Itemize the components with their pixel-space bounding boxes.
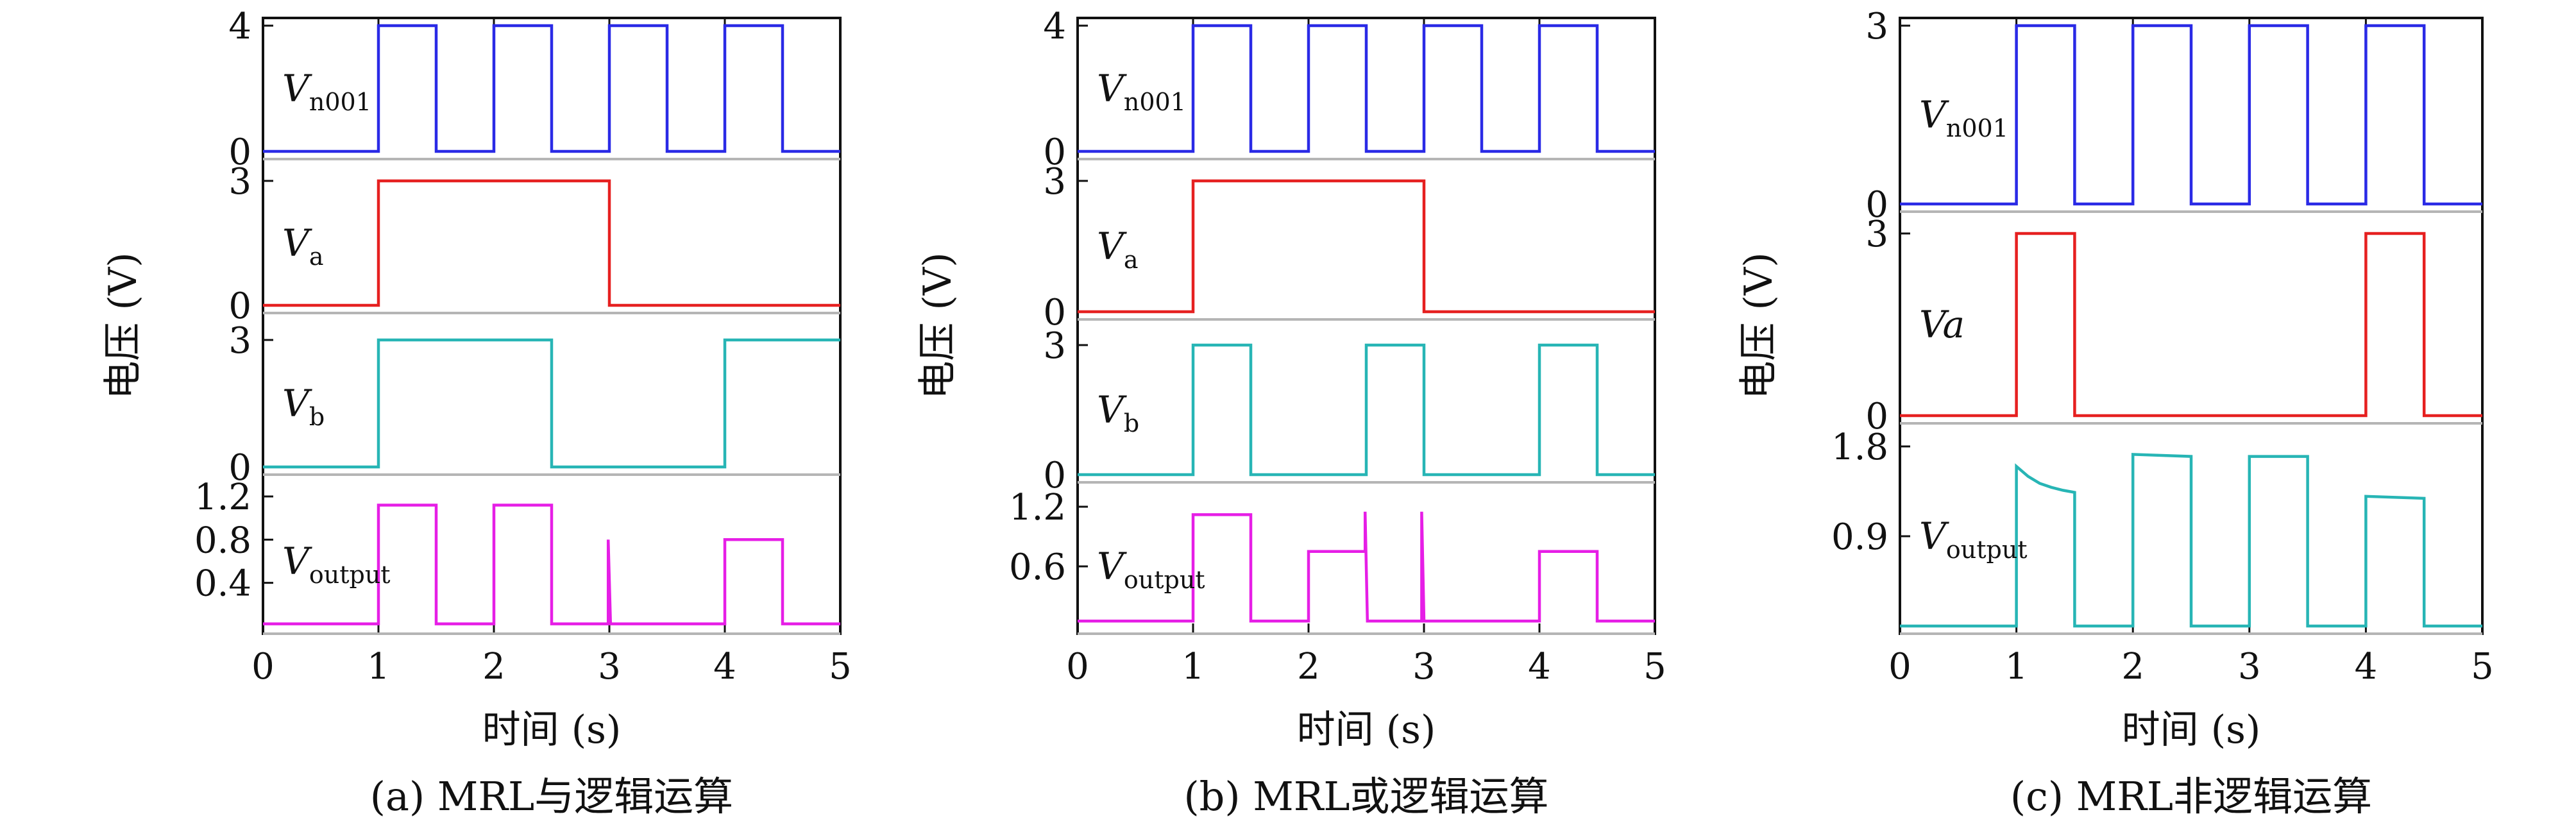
y-tick-label: 1.2	[1009, 487, 1066, 529]
y-tick-label: 3	[1865, 214, 1888, 255]
signal-label: Voutput	[1097, 545, 1205, 594]
y-axis-title: 电压 (V)	[915, 252, 960, 399]
signal-label: Vn001	[1097, 67, 1186, 116]
signal-label: Va	[282, 221, 324, 271]
y-tick-label: 0.8	[194, 520, 251, 561]
signal-label-subscript: b	[1124, 409, 1139, 437]
signal-label-subscript: output	[1946, 536, 2028, 564]
panel-caption: (b) MRL或逻辑运算	[1183, 773, 1548, 820]
x-tick-label: 4	[713, 646, 736, 688]
signal-trace	[1078, 179, 1655, 314]
y-tick-label: 3	[1043, 325, 1066, 367]
signal-label-subscript: a	[309, 242, 324, 271]
panel-caption: (c) MRL非逻辑运算	[2010, 773, 2372, 820]
y-tick-label: 3	[228, 161, 251, 203]
signal-trace	[263, 24, 840, 153]
signal-trace	[263, 179, 840, 307]
y-tick-label: 0	[1865, 184, 1888, 226]
signal-label-subscript: b	[309, 403, 325, 431]
y-tick-label: 0.4	[194, 563, 251, 605]
signal-label: Va	[1097, 224, 1139, 274]
signal-trace	[263, 338, 840, 469]
y-tick-label: 1.2	[194, 477, 251, 518]
x-tick-label: 1	[2005, 646, 2028, 688]
y-axis-title: 电压 (V)	[101, 252, 146, 399]
x-tick-label: 0	[1066, 646, 1089, 688]
signal-label-subscript: n001	[1124, 88, 1186, 116]
x-tick-label: 2	[482, 646, 505, 688]
signal-trace	[1078, 511, 1655, 623]
y-tick-label: 3	[1043, 161, 1066, 203]
x-tick-label: 3	[1412, 646, 1436, 688]
x-tick-label: 2	[1297, 646, 1320, 688]
x-tick-label: 3	[598, 646, 621, 688]
y-tick-label: 0	[228, 131, 251, 173]
panel-caption: (a) MRL与逻辑运算	[370, 773, 733, 820]
y-tick-label: 4	[1043, 6, 1066, 47]
y-tick-label: 0	[1865, 396, 1888, 437]
x-tick-label: 1	[1182, 646, 1205, 688]
signal-trace	[263, 504, 840, 625]
signal-label: Vn001	[1919, 93, 2008, 142]
y-tick-label: 3	[228, 320, 251, 362]
x-axis-title: 时间 (s)	[2122, 707, 2261, 752]
signal-label: Vn001	[282, 67, 371, 116]
x-axis-title: 时间 (s)	[1297, 707, 1436, 752]
signal-label: Voutput	[1919, 514, 2028, 564]
signal-label-subscript: n001	[1946, 114, 2008, 142]
signal-label-subscript: a	[1124, 246, 1139, 274]
signal-label-subscript: output	[309, 561, 391, 589]
y-tick-label: 0	[1043, 292, 1066, 334]
signal-trace	[1900, 232, 2482, 418]
y-tick-label: 0	[228, 285, 251, 327]
y-tick-label: 4	[228, 6, 251, 47]
y-tick-label: 0	[1043, 455, 1066, 496]
y-axis-title: 电压 (V)	[1736, 252, 1781, 399]
signal-label-subscript: output	[1124, 566, 1205, 594]
x-tick-label: 0	[251, 646, 275, 688]
signal-trace	[1900, 24, 2482, 206]
x-tick-label: 0	[1888, 646, 1911, 688]
x-tick-label: 5	[829, 646, 852, 688]
signal-label: Va	[1919, 303, 1965, 346]
x-tick-label: 5	[1643, 646, 1666, 688]
signal-label: Vb	[282, 382, 325, 431]
x-axis-title: 时间 (s)	[482, 707, 622, 752]
x-tick-label: 3	[2238, 646, 2261, 688]
signal-label: Voutput	[282, 539, 391, 589]
y-tick-label: 0.9	[1831, 516, 1888, 558]
x-tick-label: 4	[2355, 646, 2378, 688]
y-tick-label: 0.6	[1009, 546, 1066, 588]
x-tick-label: 1	[367, 646, 390, 688]
y-tick-label: 0	[228, 447, 251, 489]
signal-trace	[1078, 343, 1655, 477]
y-tick-label: 1.8	[1831, 427, 1888, 468]
signal-label-subscript: n001	[309, 88, 371, 116]
signal-trace	[1900, 453, 2482, 628]
x-tick-label: 5	[2471, 646, 2494, 688]
signal-trace	[1078, 24, 1655, 153]
signal-label: Vb	[1097, 388, 1139, 437]
x-tick-label: 2	[2121, 646, 2144, 688]
y-tick-label: 3	[1865, 6, 1888, 47]
y-tick-label: 0	[1043, 131, 1066, 173]
x-tick-label: 4	[1528, 646, 1551, 688]
